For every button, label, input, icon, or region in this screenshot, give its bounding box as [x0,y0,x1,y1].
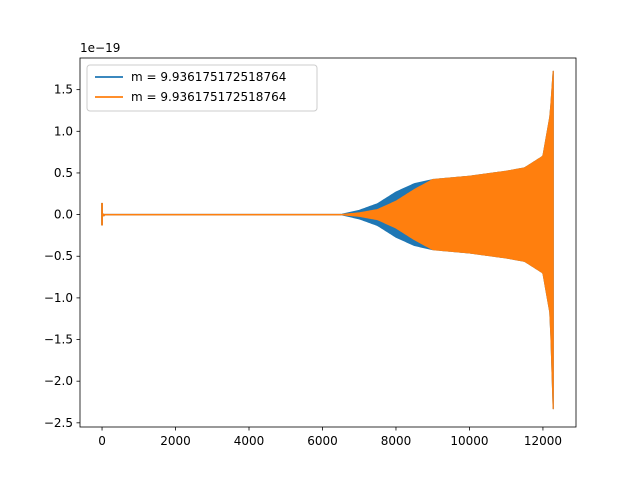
x-tick-label: 0 [98,434,106,448]
x-tick-label: 12000 [524,434,562,448]
y-tick-label: −0.5 [44,249,73,263]
series-2-initial-spike-tail [101,212,105,217]
y-tick-label: −2.0 [44,374,73,388]
series-2 [101,70,554,410]
x-tick-label: 6000 [307,434,338,448]
axes-layer: 0 2000 4000 6000 8000 10000 12000 1.5 1.0 0.5 0.0 −… [44,57,577,448]
y-tick-label: −1.5 [44,333,73,347]
y-tick-label: 1.0 [54,124,73,138]
y-tick-label: −2.5 [44,416,73,430]
y-offset-text: 1e−19 [80,41,120,55]
legend-box [86,64,318,112]
y-tick-label: 0.5 [54,166,73,180]
legend-label-1: m = 9.936175172518764 [131,70,286,84]
x-tick-label: 8000 [381,434,412,448]
y-tick-label: 1.5 [54,83,73,97]
x-tick-label: 2000 [160,434,191,448]
y-tick-label: 0.0 [54,208,73,222]
series-layer [101,70,554,410]
legend: m = 9.936175172518764 m = 9.9361751725187… [86,64,318,112]
x-tick-label: 10000 [450,434,488,448]
x-tick-label: 4000 [234,434,265,448]
y-tick-label: −1.0 [44,291,73,305]
legend-label-2: m = 9.936175172518764 [131,90,286,104]
plot-frame [79,57,577,428]
